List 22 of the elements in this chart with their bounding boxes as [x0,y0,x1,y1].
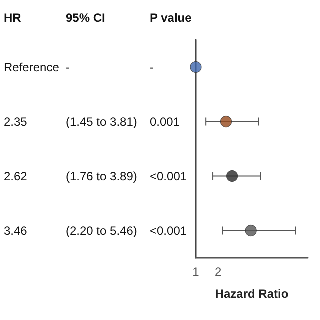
text: Reference [4,60,60,74]
text: - [66,60,70,74]
text: 2.35 [4,114,28,129]
point [245,224,257,237]
text: <0.001 [150,169,188,184]
text: <0.001 [150,224,188,238]
point [190,61,202,74]
point [220,116,232,128]
text: (1.76 to 3.89) [66,169,138,184]
text: HR [4,11,22,25]
text: 2.62 [4,169,28,184]
text: P value [150,11,192,25]
text: - [150,60,154,74]
x-tick-label: 1 [192,265,200,279]
point [226,170,238,182]
x-tick-label: 2 [215,265,222,279]
text: 95% CI [66,11,106,25]
text: (1.45 to 3.81) [66,114,138,129]
x-axis-title: Hazard Ratio [215,287,289,301]
text: 3.46 [4,224,28,238]
text: 0.001 [150,114,180,129]
text: (2.20 to 5.46) [66,224,138,238]
